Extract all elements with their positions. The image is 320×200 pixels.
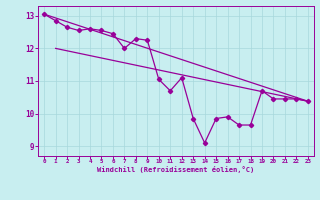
X-axis label: Windchill (Refroidissement éolien,°C): Windchill (Refroidissement éolien,°C) — [97, 166, 255, 173]
